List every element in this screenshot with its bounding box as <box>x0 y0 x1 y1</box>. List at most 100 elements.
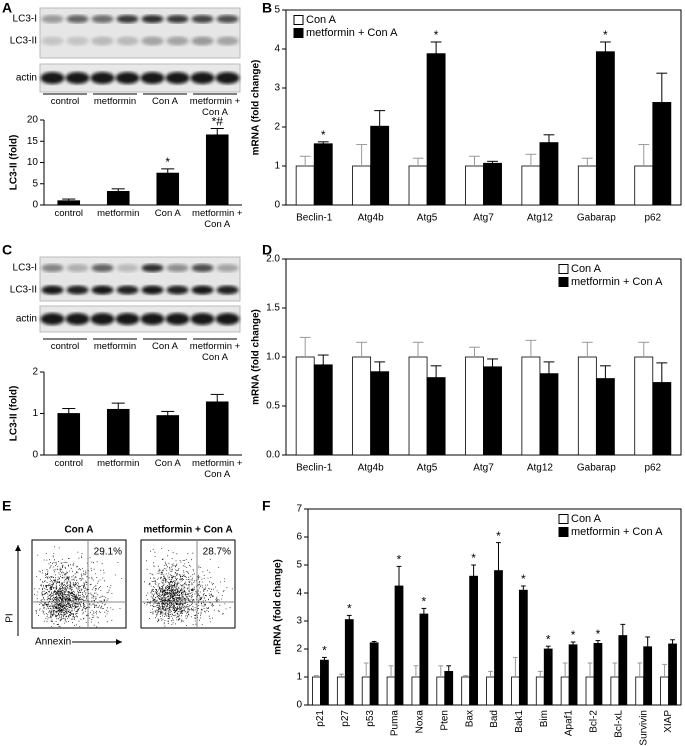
x-tick-label: p21 <box>315 710 326 727</box>
y-axis-label: mRNA (fold change) <box>251 60 262 156</box>
y-tick-label: 5 <box>296 560 302 571</box>
blot-band <box>140 72 165 84</box>
lane-label: metformin + Con A <box>189 96 241 118</box>
bar <box>426 53 446 206</box>
blot-band <box>191 36 214 46</box>
band-label: LC3-II <box>10 36 37 47</box>
lane-label-box: metformin <box>94 96 136 107</box>
bar <box>539 373 559 456</box>
error-bar <box>62 408 76 414</box>
flow-xlabel: Annexin <box>35 637 71 648</box>
error-bar <box>299 336 311 357</box>
x-tick-label-box: Con A <box>154 458 181 469</box>
blot-band <box>41 15 64 23</box>
flow-plot <box>140 539 236 629</box>
bar <box>436 676 446 706</box>
y-tick-label: 2 <box>274 122 280 133</box>
error-bar <box>210 128 224 135</box>
x-tick-label: Con A <box>154 458 181 469</box>
bar <box>521 165 541 206</box>
blot-band <box>90 72 115 84</box>
legend-swatch <box>558 527 569 537</box>
x-tick-label: Atg4b <box>358 213 385 224</box>
significance-mark: * <box>422 595 427 609</box>
lane-label-box: metformin + Con A <box>190 341 240 363</box>
error-bar <box>314 675 319 677</box>
lane-label: Con A <box>152 96 178 107</box>
error-bar <box>412 341 424 357</box>
band-label: LC3-I <box>13 14 37 25</box>
lane-label-box: metformin + Con A <box>189 96 241 118</box>
blot-band <box>40 313 65 325</box>
blot-band <box>215 72 240 84</box>
error-bar <box>587 662 593 677</box>
blot-band <box>165 72 190 84</box>
bar <box>568 644 578 706</box>
blot-band <box>191 264 214 272</box>
x-tick-label-box: metformin + Con A <box>192 458 243 480</box>
bar <box>634 356 654 456</box>
bar <box>419 613 429 706</box>
bar <box>634 165 654 206</box>
x-tick-label: Atg7 <box>473 463 494 474</box>
flow-title: Con A <box>64 525 93 536</box>
blot-strip <box>39 256 241 302</box>
x-tick-label: Atg7 <box>473 213 494 224</box>
error-bar <box>430 41 442 54</box>
significance-mark: * <box>546 632 551 646</box>
y-tick-label: 7 <box>296 504 302 515</box>
error-bar <box>388 665 394 677</box>
y-axis-label: LC3-II (fold) <box>9 135 20 191</box>
x-tick-label-box: metformin + Con A <box>192 208 242 230</box>
error-bar <box>581 341 593 357</box>
blot-band <box>166 264 189 272</box>
x-tick-label: metformin + Con A <box>192 458 243 480</box>
x-tick-label: Atg12 <box>527 463 554 474</box>
y-tick-label: 3 <box>274 83 280 94</box>
error-bar <box>356 341 368 357</box>
error-bar <box>525 339 537 357</box>
blot-band <box>41 36 64 46</box>
significance-mark: * <box>397 553 402 567</box>
error-bar <box>469 155 480 166</box>
y-tick-label: 5 <box>274 5 280 16</box>
significance-mark: * <box>434 28 439 42</box>
legend-swatch <box>293 15 304 25</box>
bar <box>610 676 620 706</box>
error-bar <box>346 614 352 620</box>
legend-label: Con A <box>571 513 602 525</box>
error-bar <box>496 542 501 571</box>
significance-mark: * <box>496 529 501 543</box>
x-tick-label: Puma <box>390 710 401 737</box>
bar <box>652 382 672 456</box>
error-bar <box>638 144 650 166</box>
blot-band <box>66 15 89 23</box>
legend-swatch <box>558 514 569 524</box>
error-bar <box>413 665 419 677</box>
bar <box>352 356 372 456</box>
x-tick-label: Gabarap <box>577 213 616 224</box>
error-bar <box>111 188 125 192</box>
bar <box>408 165 428 206</box>
error-bar <box>645 636 651 647</box>
y-tick-label: 1.5 <box>266 303 280 314</box>
blot-band <box>141 285 164 295</box>
bar <box>652 102 672 206</box>
band-label: actin <box>16 314 37 325</box>
flow-title: metformin + Con A <box>143 525 232 536</box>
blot-band <box>141 36 164 46</box>
y-axis-label: LC3-II (fold) <box>9 386 20 442</box>
x-tick-label: Atg4b <box>358 463 385 474</box>
significance-mark: * <box>571 628 576 642</box>
error-bar <box>356 144 368 166</box>
blot-band <box>91 15 114 23</box>
y-tick-label: 5 <box>32 178 38 189</box>
bar <box>205 401 229 456</box>
legend-swatch <box>558 277 569 287</box>
error-bar <box>363 662 369 677</box>
error-bar <box>656 362 668 383</box>
error-bar <box>299 155 311 166</box>
bar <box>370 371 390 456</box>
blot-band <box>216 264 239 272</box>
x-tick-label: Bax <box>464 710 475 727</box>
